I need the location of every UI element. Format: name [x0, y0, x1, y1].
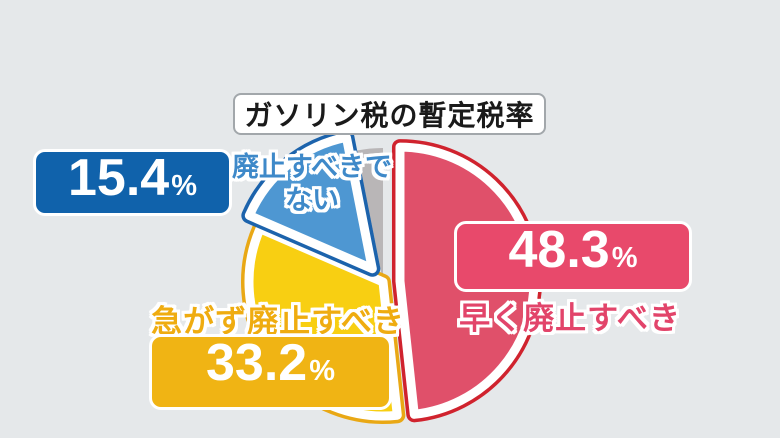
chart-title-box: ガソリン税の暫定税率: [233, 93, 546, 135]
value-box-haishi-subeki-denai: 15.4 %: [33, 149, 232, 216]
label-haishi-subeki-denai: 廃止すべきで ない: [231, 152, 393, 215]
label-isogazu-haishi-subeki: 急がず廃止すべき: [151, 304, 405, 339]
value-box-isogazu-haishi-subeki: 33.2 %: [149, 334, 392, 410]
value-yellow-unit: %: [309, 355, 335, 387]
value-box-hayaku-haishi-subeki: 48.3 %: [454, 221, 692, 292]
value-red: 48.3: [508, 221, 610, 279]
value-red-unit: %: [611, 242, 638, 274]
value-blue: 15.4: [67, 149, 170, 207]
value-blue-unit: %: [171, 170, 197, 202]
label-hayaku-haishi-subeki: 早く廃止すべき: [459, 301, 681, 336]
chart-title: ガソリン税の暫定税率: [244, 100, 535, 131]
pie-slice-2: [244, 132, 377, 274]
pie-slice-3: [357, 148, 383, 282]
value-yellow: 33.2: [205, 334, 308, 392]
